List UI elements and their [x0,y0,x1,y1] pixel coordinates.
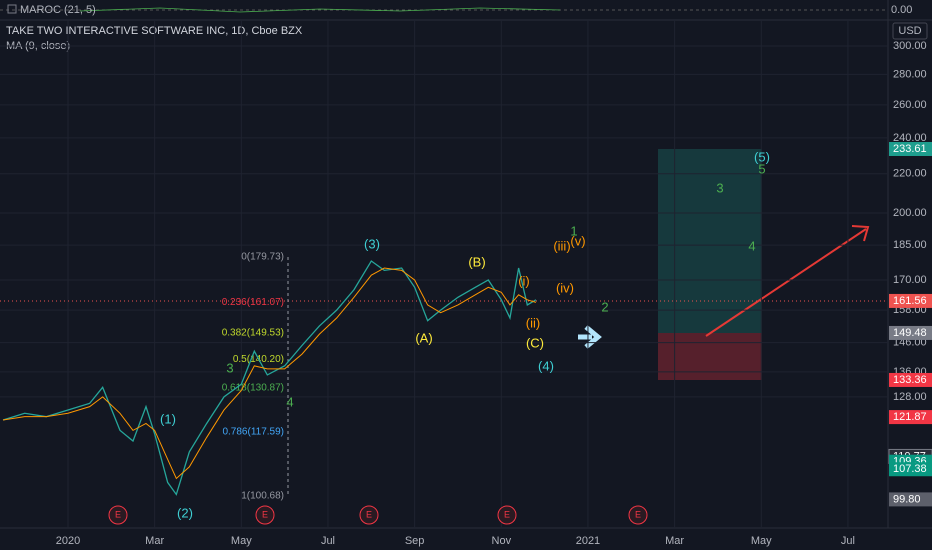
currency-box [892,22,928,40]
indicator-icon [7,4,17,14]
y-tick-label: 200.00 [893,207,927,219]
wave-label: 4 [286,394,293,409]
price-badge-label: 149.48 [893,327,927,339]
fib-label: 0.236(161.07) [222,297,284,308]
target-zone [658,149,762,333]
indicator-label: MAROC (21, 5) [20,4,96,16]
wave-label: (A) [415,330,432,345]
x-tick-label: Jul [841,535,855,547]
price-badge [889,325,932,340]
x-tick-label: May [751,535,772,547]
fib-label: 0.618(130.87) [222,382,284,393]
earnings-marker [497,505,517,525]
price-badge [889,372,932,387]
y-tick-label: 300.00 [893,40,927,52]
x-tick-label: Mar [145,535,164,547]
projection-arrowhead [851,225,870,242]
currency: USD [898,25,921,37]
wave-label: (1) [160,411,176,426]
wave-label: (iii) [553,238,570,253]
wave-label: (2) [177,505,193,520]
x-tick-label: 2021 [576,535,600,547]
wave-label: (iv) [556,280,574,295]
wave-label: (5) [754,149,770,164]
price-badge-label: 99.80 [893,493,921,505]
direction-arrow [578,325,602,349]
fib-label: 0(179.73) [241,252,284,263]
earnings-label: E [115,509,121,519]
wave-label: 3 [226,360,233,375]
earnings-label: E [262,509,268,519]
indicator-axis-label: 0.00 [891,4,912,16]
earnings-marker [108,505,128,525]
x-tick-label: May [231,535,252,547]
wave-label: (i) [518,273,530,288]
wave-label: (v) [570,233,585,248]
fib-label: 0.382(149.53) [222,327,284,338]
price-badge-label: 233.61 [893,143,927,155]
y-tick-label: 280.00 [893,68,927,80]
projection-arrow [705,228,867,337]
wave-label: (4) [538,358,554,373]
fib-label: 1(100.68) [241,490,284,501]
price-badge [889,410,932,425]
y-tick-label: 185.00 [893,239,927,251]
price-badge-label: 161.56 [893,295,927,307]
ma-line [2,267,537,480]
y-tick-label: 220.00 [893,168,927,180]
wave-label: (C) [526,335,544,350]
indicator-line [79,7,561,13]
price-badge-label: 121.87 [893,411,927,423]
wave-label: 2 [601,299,608,314]
fib-label: 0.786(117.59) [222,426,284,437]
earnings-marker [359,505,379,525]
wave-label: 1 [570,223,577,238]
x-tick-label: 2020 [56,535,80,547]
wave-label: 5 [758,161,765,176]
wave-label: (ii) [526,315,540,330]
x-tick-label: Mar [665,535,684,547]
y-tick-label: 260.00 [893,99,927,111]
x-tick-label: Nov [492,535,512,547]
wave-label: 3 [716,180,723,195]
wave-label: (3) [364,236,380,251]
y-tick-label: 170.00 [893,274,927,286]
x-tick-label: Jul [321,535,335,547]
wave-label: (B) [468,254,485,269]
y-tick-label: 240.00 [893,132,927,144]
price-badge [889,462,932,477]
earnings-label: E [504,509,510,519]
earnings-marker [628,505,648,525]
earnings-label: E [366,509,372,519]
x-tick-label: Sep [405,535,425,547]
earnings-label: E [635,509,641,519]
price-badge [889,492,932,507]
price-line-series [2,260,537,496]
stop-zone [658,333,762,380]
wave-label: 4 [748,238,755,253]
price-badge [889,293,932,308]
price-badge [889,142,932,157]
price-badge-label: 107.38 [893,463,927,475]
price-badge-label: 133.36 [893,374,927,386]
earnings-marker [255,505,275,525]
y-tick-label: 128.00 [893,391,927,403]
